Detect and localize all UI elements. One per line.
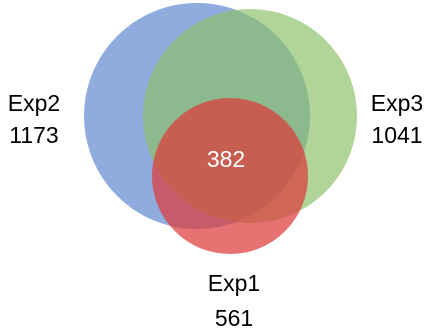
intersection-all-count: 382 (207, 146, 245, 172)
exp2-name-label: Exp2 (8, 90, 60, 116)
exp3-count-label: 1041 (371, 122, 422, 148)
exp3-name-label: Exp3 (371, 90, 423, 116)
exp3-label-group: Exp3 1041 (371, 90, 423, 148)
exp1-name-label: Exp1 (208, 270, 260, 296)
exp2-label-group: Exp2 1173 (8, 90, 60, 148)
exp1-circle (152, 98, 308, 254)
exp1-count-label: 561 (215, 305, 253, 331)
exp2-count-label: 1173 (9, 122, 58, 148)
exp1-label-group: Exp1 561 (208, 270, 260, 331)
venn-circles (84, 3, 357, 254)
